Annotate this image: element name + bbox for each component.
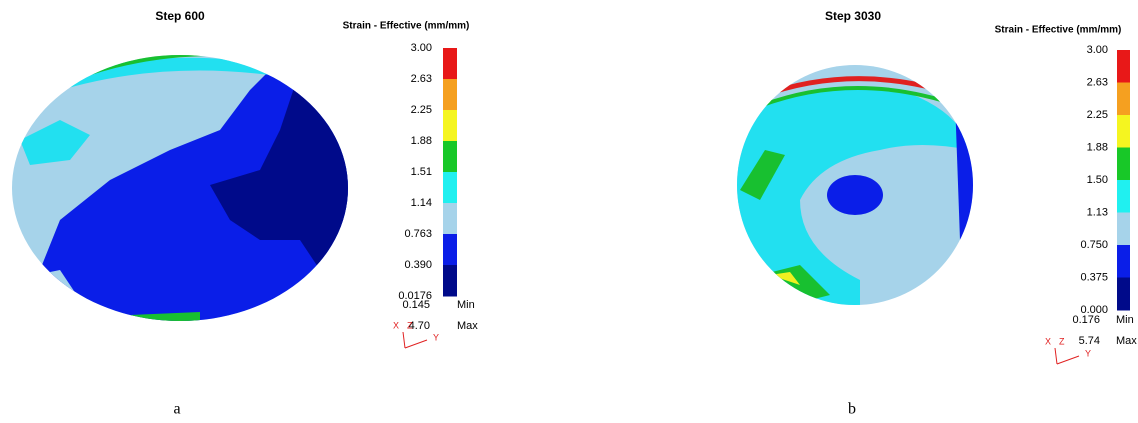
colorbar-band (443, 234, 457, 266)
colorbar-band (1117, 82, 1130, 116)
colorbar-band (443, 110, 457, 142)
colorbar-label: 3.00 (411, 42, 432, 54)
axis-line (1056, 355, 1080, 365)
max-value: 5.74 (1079, 335, 1100, 347)
min-value: 0.145 (402, 299, 430, 311)
strain-map-b (737, 65, 973, 305)
axis-label: Z (1059, 336, 1065, 346)
axis-label: X (393, 320, 399, 330)
max-label: Max (1116, 335, 1137, 347)
colorbar-label: 1.13 (1087, 206, 1108, 218)
caption: a (173, 401, 180, 418)
legend-title: Strain - Effective (mm/mm) (343, 21, 470, 32)
colorbar-label: 1.51 (411, 166, 432, 178)
colorbar-band (1117, 245, 1130, 278)
colorbar-band (443, 172, 457, 204)
axis-line (402, 331, 406, 349)
colorbar-label: 1.88 (411, 135, 432, 147)
caption: b (848, 401, 856, 418)
panel-title: Step 3030 (825, 9, 881, 23)
colorbar-label: 2.63 (1087, 76, 1108, 88)
min-label: Min (457, 299, 475, 311)
colorbar-band (1117, 180, 1130, 213)
colorbar-label: 2.25 (411, 104, 432, 116)
axis-line (404, 339, 428, 349)
max-value: 4.70 (409, 320, 430, 332)
axis-label: X (1045, 336, 1051, 346)
colorbar-band (443, 203, 457, 235)
colorbar-band (1117, 147, 1130, 181)
colorbar-band (1117, 212, 1130, 246)
colorbar-label: 2.63 (411, 73, 432, 85)
axis-label: Y (1085, 348, 1091, 358)
colorbar-band (443, 79, 457, 111)
colorbar-label: 0.763 (404, 228, 432, 240)
strain-map-a (12, 55, 348, 321)
colorbar-label: 1.50 (1087, 174, 1108, 186)
colorbar-band (1117, 50, 1130, 83)
max-label: Max (457, 320, 478, 332)
panel-title: Step 600 (155, 9, 205, 23)
colorbar-band (1117, 115, 1130, 148)
colorbar-label: 0.000 (1080, 304, 1108, 316)
colorbar-label: 0.375 (1080, 271, 1108, 283)
colorbar-label: 1.88 (1087, 141, 1108, 153)
axis-label: Y (433, 332, 439, 342)
colorbar-label: 3.00 (1087, 44, 1108, 56)
colorbar-band (1117, 277, 1130, 311)
colorbar-label: 0.0176 (398, 290, 432, 302)
min-label: Min (1116, 314, 1134, 326)
colorbar-band (443, 48, 457, 80)
colorbar-label: 1.14 (411, 197, 432, 209)
colorbar-band (443, 141, 457, 173)
colorbar-band (443, 265, 457, 297)
colorbar-label: 0.390 (404, 259, 432, 271)
colorbar-label: 0.750 (1080, 239, 1108, 251)
min-value: 0.176 (1072, 314, 1100, 326)
colorbar-label: 2.25 (1087, 109, 1108, 121)
legend-title: Strain - Effective (mm/mm) (995, 25, 1122, 36)
panel: Step 3030 Strain - Effective (mm/mm) 3.00 2… (825, 9, 1137, 418)
axis-label: Z (407, 320, 413, 330)
axis-line (1054, 347, 1058, 365)
panel: Step 600 Strain - Effective (mm/mm) 3.00 2.… (155, 9, 478, 418)
